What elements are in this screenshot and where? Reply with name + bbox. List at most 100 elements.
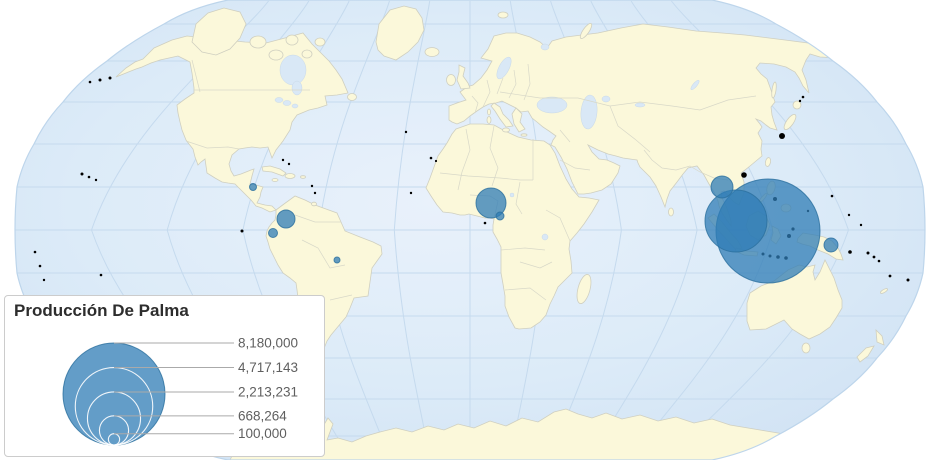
island-newfoundland: [347, 93, 357, 101]
inland-waters: [274, 43, 700, 241]
legend-circle-max: [62, 342, 166, 446]
island-samoa: [38, 264, 42, 268]
arctic-island: [301, 49, 313, 59]
island-tahiti: [99, 273, 103, 277]
island-hawaii: [94, 178, 98, 182]
island-pacific: [33, 250, 37, 254]
great-lakes: [291, 103, 299, 109]
james-bay: [291, 80, 303, 96]
island-bahamas: [287, 162, 291, 166]
arctic-island: [314, 37, 326, 47]
island-new-zealand-south: [856, 345, 875, 363]
island-honshu: [783, 113, 797, 131]
baltic-sea: [496, 56, 512, 80]
island-solomons: [866, 251, 870, 255]
island-canary: [429, 156, 433, 160]
bubble-nigeria[interactable]: [475, 187, 507, 219]
island-micronesia: [847, 213, 851, 217]
island-canary: [434, 159, 438, 163]
island-trinidad: [311, 201, 317, 207]
island-madagascar: [576, 274, 592, 304]
island-new-zealand-north: [875, 328, 885, 346]
island-sicily: [502, 127, 510, 133]
meridian-line: [393, 0, 431, 460]
bubble-malaysia[interactable]: [704, 189, 768, 253]
legend-value-label: 100,000: [238, 426, 287, 441]
island-cape-verde: [409, 191, 413, 195]
hudson-bay: [279, 54, 307, 86]
lake-chad: [509, 192, 515, 198]
bubble-ecuador[interactable]: [268, 228, 278, 238]
legend-value-label: 2,213,231: [238, 384, 298, 399]
island-hawaii: [87, 175, 91, 179]
legend-value-label: 4,717,143: [238, 360, 298, 375]
landmass-arctic-islands: [191, 7, 247, 56]
bubble-honduras[interactable]: [249, 183, 257, 191]
bubble-cameroon[interactable]: [495, 211, 505, 221]
island-kurils: [801, 95, 805, 99]
island-kyushu: [779, 133, 785, 139]
island-jamaica: [271, 178, 279, 182]
legend-title: Producción De Palma: [14, 301, 189, 320]
island-fiji: [906, 278, 910, 282]
island-new-britain: [848, 250, 852, 254]
island-sri-lanka: [668, 207, 674, 217]
island-hawaii: [80, 172, 84, 176]
legend-panel: Producción De Palma 8,180,000 4,717,143 2,…: [4, 295, 325, 457]
bubble-colombia[interactable]: [276, 209, 296, 229]
island-hokkaido: [792, 100, 802, 110]
island-new-caledonia: [880, 288, 888, 294]
island-aleutians: [88, 80, 92, 84]
island-hainan: [741, 172, 747, 178]
island-micronesia: [859, 223, 863, 227]
bubble-brazil[interactable]: [333, 256, 341, 264]
landmass-greenland: [375, 5, 425, 61]
island-antilles: [313, 191, 317, 195]
island-guam: [830, 194, 834, 198]
island-vanuatu: [888, 274, 892, 278]
landmass-africa: [425, 123, 600, 330]
legend-scale: 8,180,000 4,717,143 2,213,231 668,264 100,00…: [62, 336, 298, 446]
island-great-britain: [456, 64, 471, 90]
lake-baikal: [690, 79, 700, 91]
island-solomons: [872, 255, 876, 259]
arctic-island: [285, 34, 299, 46]
island-taiwan: [764, 157, 772, 167]
island-svalbard: [497, 11, 509, 19]
island-sardinia: [486, 116, 492, 124]
island-hispaniola: [284, 173, 296, 179]
caspian-sea: [580, 94, 598, 130]
island-azores: [404, 130, 408, 134]
island-novaya-zemlya: [579, 23, 593, 39]
island-ireland: [446, 74, 456, 86]
bubble-thailand[interactable]: [710, 175, 734, 199]
island-crete: [520, 133, 528, 137]
legend-value-label: 8,180,000: [238, 336, 298, 351]
peninsula-greece: [511, 107, 526, 133]
landmasses: [33, 5, 910, 460]
island-puerto-rico: [300, 175, 306, 179]
island-tasmania: [801, 342, 811, 354]
aral-sea: [601, 95, 611, 103]
island-bahamas: [281, 158, 285, 162]
legend-value-label: 668,264: [238, 408, 287, 423]
lake-balkhash: [634, 102, 646, 108]
lake-victoria: [541, 233, 549, 241]
island-corsica: [487, 108, 491, 116]
bubble-papua-new-guinea[interactable]: [823, 237, 839, 253]
great-lakes: [274, 97, 284, 103]
white-sea: [540, 43, 550, 51]
island-kurils: [798, 99, 802, 103]
arctic-island: [268, 49, 284, 61]
island-iceland: [424, 47, 440, 57]
island-sakhalin: [771, 81, 777, 99]
peninsula-italy: [490, 102, 514, 128]
great-lakes: [282, 100, 292, 106]
island-aleutians: [98, 78, 102, 82]
island-tonga: [42, 278, 46, 282]
production-bubbles: [249, 175, 839, 284]
island-bioko: [483, 221, 487, 225]
island-cuba: [261, 165, 287, 177]
